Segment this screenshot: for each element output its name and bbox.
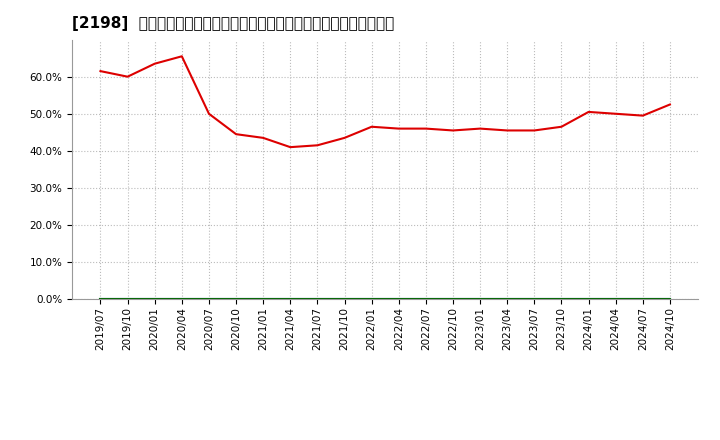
自己資本: [286, 144, 294, 150]
自己資本: [665, 102, 674, 107]
のれん: [557, 297, 566, 302]
自己資本: [503, 128, 511, 133]
繰延税金資産: [395, 297, 403, 302]
繰延税金資産: [503, 297, 511, 302]
のれん: [503, 297, 511, 302]
のれん: [204, 297, 213, 302]
自己資本: [421, 126, 430, 131]
繰延税金資産: [259, 297, 268, 302]
のれん: [530, 297, 539, 302]
自己資本: [150, 61, 159, 66]
のれん: [259, 297, 268, 302]
繰延税金資産: [421, 297, 430, 302]
のれん: [476, 297, 485, 302]
Text: [2198]  自己資本、のれん、繰延税金資産の総資産に対する比率の推移: [2198] 自己資本、のれん、繰延税金資産の総資産に対する比率の推移: [72, 16, 395, 32]
のれん: [96, 297, 105, 302]
のれん: [395, 297, 403, 302]
繰延税金資産: [611, 297, 620, 302]
繰延税金資産: [204, 297, 213, 302]
のれん: [449, 297, 457, 302]
自己資本: [584, 109, 593, 114]
自己資本: [449, 128, 457, 133]
繰延税金資産: [286, 297, 294, 302]
のれん: [665, 297, 674, 302]
自己資本: [232, 132, 240, 137]
自己資本: [259, 135, 268, 140]
自己資本: [341, 135, 349, 140]
繰延税金資産: [367, 297, 376, 302]
自己資本: [639, 113, 647, 118]
繰延税金資産: [557, 297, 566, 302]
のれん: [178, 297, 186, 302]
繰延税金資産: [96, 297, 105, 302]
のれん: [123, 297, 132, 302]
のれん: [313, 297, 322, 302]
繰延税金資産: [178, 297, 186, 302]
のれん: [341, 297, 349, 302]
Line: 自己資本: 自己資本: [101, 56, 670, 147]
自己資本: [530, 128, 539, 133]
自己資本: [476, 126, 485, 131]
のれん: [286, 297, 294, 302]
のれん: [611, 297, 620, 302]
自己資本: [313, 143, 322, 148]
繰延税金資産: [232, 297, 240, 302]
自己資本: [123, 74, 132, 79]
繰延税金資産: [313, 297, 322, 302]
自己資本: [96, 69, 105, 74]
のれん: [639, 297, 647, 302]
繰延税金資産: [530, 297, 539, 302]
のれん: [367, 297, 376, 302]
のれん: [421, 297, 430, 302]
繰延税金資産: [584, 297, 593, 302]
繰延税金資産: [665, 297, 674, 302]
繰延税金資産: [476, 297, 485, 302]
のれん: [150, 297, 159, 302]
のれん: [232, 297, 240, 302]
自己資本: [178, 54, 186, 59]
自己資本: [367, 124, 376, 129]
自己資本: [557, 124, 566, 129]
繰延税金資産: [123, 297, 132, 302]
自己資本: [204, 111, 213, 117]
自己資本: [611, 111, 620, 117]
繰延税金資産: [639, 297, 647, 302]
繰延税金資産: [150, 297, 159, 302]
自己資本: [395, 126, 403, 131]
繰延税金資産: [449, 297, 457, 302]
繰延税金資産: [341, 297, 349, 302]
のれん: [584, 297, 593, 302]
